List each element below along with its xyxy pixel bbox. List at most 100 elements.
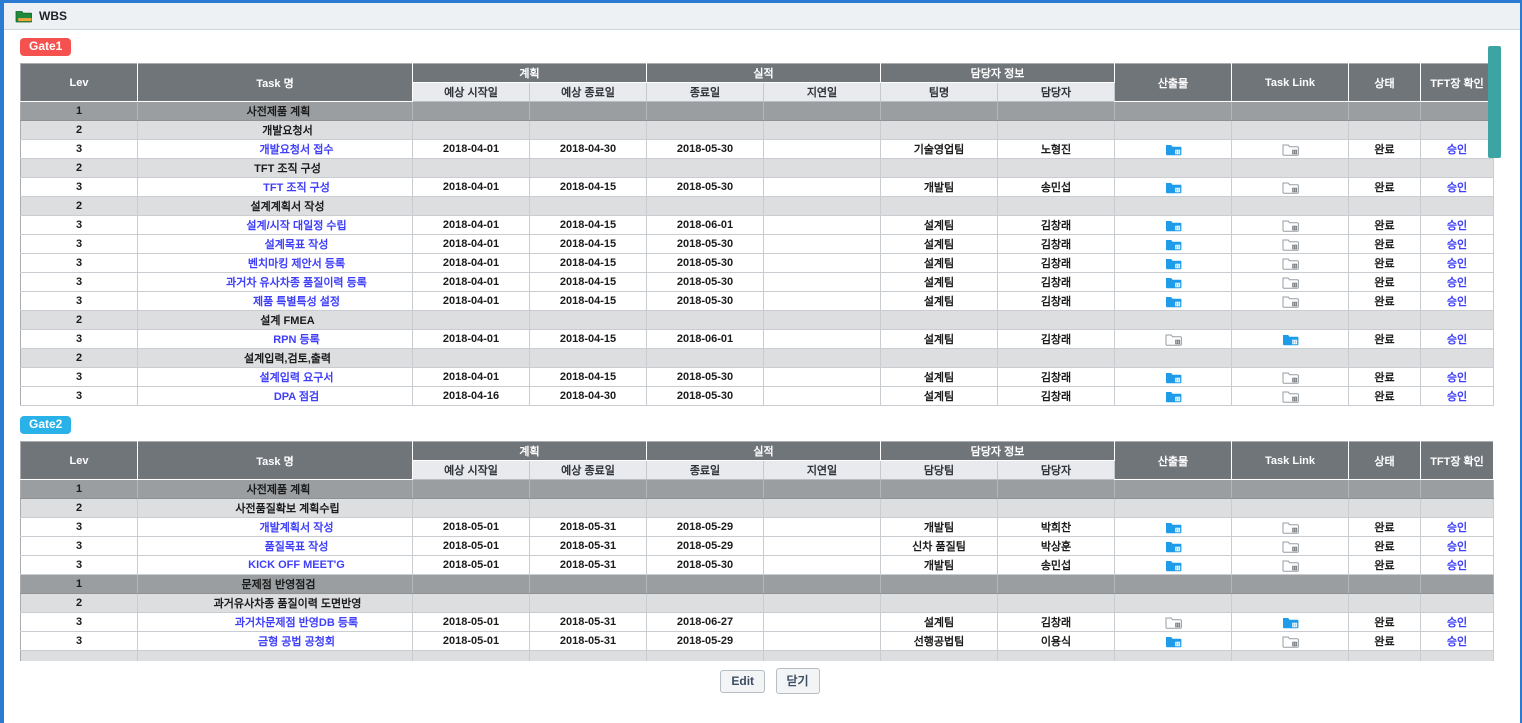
status-cell — [1348, 348, 1421, 368]
team-cell — [880, 479, 998, 499]
approve-link[interactable]: 승인 — [1446, 220, 1468, 232]
approve-link[interactable]: 승인 — [1446, 636, 1468, 648]
blue-folder-icon[interactable] — [1165, 540, 1182, 553]
blue-folder-icon[interactable] — [1165, 276, 1182, 289]
status-cell — [1348, 574, 1421, 594]
gray-folder-icon[interactable] — [1282, 257, 1299, 270]
gray-folder-icon[interactable] — [1282, 276, 1299, 289]
actual-end-cell: 2018-05-30 — [646, 253, 764, 273]
status-cell: 완료 — [1348, 139, 1421, 159]
blue-folder-icon[interactable] — [1165, 219, 1182, 232]
status-cell — [1348, 196, 1421, 216]
gray-folder-icon[interactable] — [1282, 143, 1299, 156]
task-name-link[interactable]: 과거차 유사차종 품질이력 등록 — [226, 277, 367, 289]
task-name-link[interactable]: 설계입력 요구서 — [259, 372, 334, 384]
task-link-cell — [1231, 139, 1349, 159]
lev-cell: 3 — [20, 272, 138, 292]
gray-folder-icon[interactable] — [1282, 371, 1299, 384]
task-name-link[interactable]: 벤치마킹 제안서 등록 — [247, 258, 346, 270]
blue-folder-icon[interactable] — [1165, 521, 1182, 534]
col-header-lev: Lev — [20, 63, 138, 102]
task-name-cell: 사전제품 계획 — [137, 101, 413, 121]
task-name-link[interactable]: 품질목표 작성 — [264, 541, 329, 553]
owner-cell: 김창래 — [997, 253, 1115, 273]
task-name-link[interactable]: TFT 조직 구성 — [263, 182, 330, 194]
actual-end-cell: 2018-05-30 — [646, 367, 764, 387]
task-name-cell: 설계계획서 작성 — [137, 196, 413, 216]
plan-end-cell: 2018-04-15 — [529, 272, 647, 292]
approve-link[interactable]: 승인 — [1446, 617, 1468, 629]
tft-confirm-cell — [1420, 593, 1494, 613]
task-name-link[interactable]: DPA 점검 — [273, 391, 320, 403]
gray-folder-icon[interactable] — [1282, 238, 1299, 251]
task-name-link[interactable]: 개발요청서 접수 — [259, 144, 334, 156]
actual-end-cell — [646, 158, 764, 178]
task-link-cell — [1231, 272, 1349, 292]
gray-folder-icon[interactable] — [1165, 616, 1182, 629]
scrollbar-thumb[interactable] — [1488, 46, 1501, 158]
blue-folder-icon[interactable] — [1165, 371, 1182, 384]
team-cell: 설계팀 — [880, 329, 998, 349]
approve-link[interactable]: 승인 — [1446, 334, 1468, 346]
approve-link[interactable]: 승인 — [1446, 541, 1468, 553]
output-cell — [1114, 348, 1232, 368]
blue-folder-icon[interactable] — [1165, 257, 1182, 270]
approve-link[interactable]: 승인 — [1446, 296, 1468, 308]
task-name-link[interactable]: RPN 등록 — [273, 334, 320, 346]
gray-folder-icon[interactable] — [1165, 333, 1182, 346]
task-name-link[interactable]: 설계/시작 대일정 수립 — [246, 220, 347, 232]
lev-cell: 3 — [20, 367, 138, 387]
plan-start-cell: 2018-04-01 — [412, 177, 530, 197]
gray-folder-icon[interactable] — [1282, 559, 1299, 572]
plan-start-cell: 2018-05-01 — [412, 555, 530, 575]
output-cell — [1114, 272, 1232, 292]
approve-link[interactable]: 승인 — [1446, 258, 1468, 270]
gray-folder-icon[interactable] — [1282, 390, 1299, 403]
plan-end-cell: 2018-05-31 — [529, 631, 647, 651]
task-name-link[interactable]: 설계목표 작성 — [264, 239, 329, 251]
gray-folder-icon[interactable] — [1282, 219, 1299, 232]
edit-button[interactable]: Edit — [720, 670, 766, 693]
approve-link[interactable]: 승인 — [1446, 277, 1468, 289]
close-button[interactable]: 닫기 — [775, 668, 820, 694]
task-name-link[interactable]: KICK OFF MEET'G — [248, 559, 345, 571]
gray-folder-icon[interactable] — [1282, 295, 1299, 308]
blue-folder-icon[interactable] — [1165, 143, 1182, 156]
delay-cell — [763, 215, 881, 235]
blue-folder-icon[interactable] — [1165, 295, 1182, 308]
task-name-link[interactable]: 금형 공법 공청회 — [258, 636, 335, 648]
blue-folder-icon[interactable] — [1282, 616, 1299, 629]
blue-folder-icon[interactable] — [1165, 181, 1182, 194]
gray-folder-icon[interactable] — [1282, 521, 1299, 534]
approve-link[interactable]: 승인 — [1446, 182, 1468, 194]
gray-folder-icon[interactable] — [1282, 181, 1299, 194]
approve-link[interactable]: 승인 — [1446, 372, 1468, 384]
approve-link[interactable]: 승인 — [1446, 522, 1468, 534]
approve-link[interactable]: 승인 — [1446, 239, 1468, 251]
team-cell — [880, 348, 998, 368]
task-name-link[interactable]: 개발계획서 작성 — [259, 522, 334, 534]
gray-folder-icon[interactable] — [1282, 635, 1299, 648]
blue-folder-icon[interactable] — [1165, 238, 1182, 251]
actual-end-cell: 2018-06-01 — [646, 329, 764, 349]
table-row: 3 RPN 등록 2018-04-01 2018-04-15 2018-06-01 설계팀… — [20, 329, 1494, 349]
blue-folder-icon[interactable] — [1165, 559, 1182, 572]
gate2-table: Lev Task 명 계획 실적 담당자 정보 산출물 Task Link 상태… — [20, 441, 1494, 661]
gray-folder-icon[interactable] — [1282, 540, 1299, 553]
table-row: 3 벤치마킹 제안서 등록 2018-04-01 2018-04-15 2018-05-… — [20, 253, 1494, 273]
approve-link[interactable]: 승인 — [1446, 560, 1468, 572]
task-name-link[interactable]: 제품 특별특성 설정 — [252, 296, 341, 308]
blue-folder-icon[interactable] — [1165, 390, 1182, 403]
blue-folder-icon[interactable] — [1165, 635, 1182, 648]
output-cell — [1114, 517, 1232, 537]
tft-confirm-cell — [1420, 574, 1494, 594]
approve-link[interactable]: 승인 — [1446, 144, 1468, 156]
tft-confirm-cell — [1420, 310, 1494, 330]
actual-end-cell: 2018-05-30 — [646, 386, 764, 406]
delay-cell — [763, 650, 881, 661]
owner-cell — [997, 593, 1115, 613]
task-name-link[interactable]: 과거차문제점 반영DB 등록 — [234, 617, 359, 629]
task-link-cell — [1231, 310, 1349, 330]
approve-link[interactable]: 승인 — [1446, 391, 1468, 403]
blue-folder-icon[interactable] — [1282, 333, 1299, 346]
